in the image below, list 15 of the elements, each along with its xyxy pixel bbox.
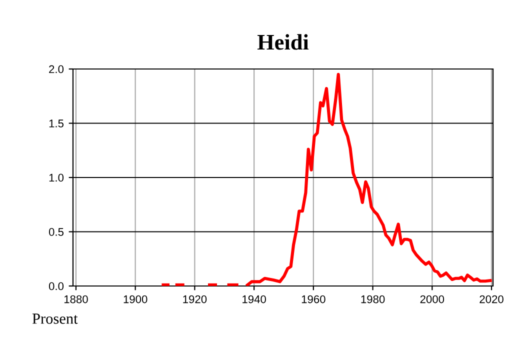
x-tick-label: 1880 <box>64 295 88 304</box>
y-tick-label: 0.5 <box>48 228 64 236</box>
x-tick-label: 2020 <box>480 295 504 304</box>
y-tick-label: 1.0 <box>49 174 64 182</box>
x-tick-label: 1900 <box>124 295 148 304</box>
x-tick-label: 2000 <box>420 295 444 304</box>
x-tick-label: 1980 <box>361 295 385 304</box>
chart-title: Heidi <box>257 34 309 50</box>
y-tick-label: 1.5 <box>49 120 64 128</box>
x-tick-label: 1940 <box>242 295 266 304</box>
x-tick-label: 1960 <box>302 295 326 304</box>
y-tick-label: 2.0 <box>49 65 64 74</box>
y-axis-title: Prosent <box>32 314 78 324</box>
y-tick-label: 0.0 <box>48 282 64 290</box>
x-tick-label: 1920 <box>183 295 207 304</box>
